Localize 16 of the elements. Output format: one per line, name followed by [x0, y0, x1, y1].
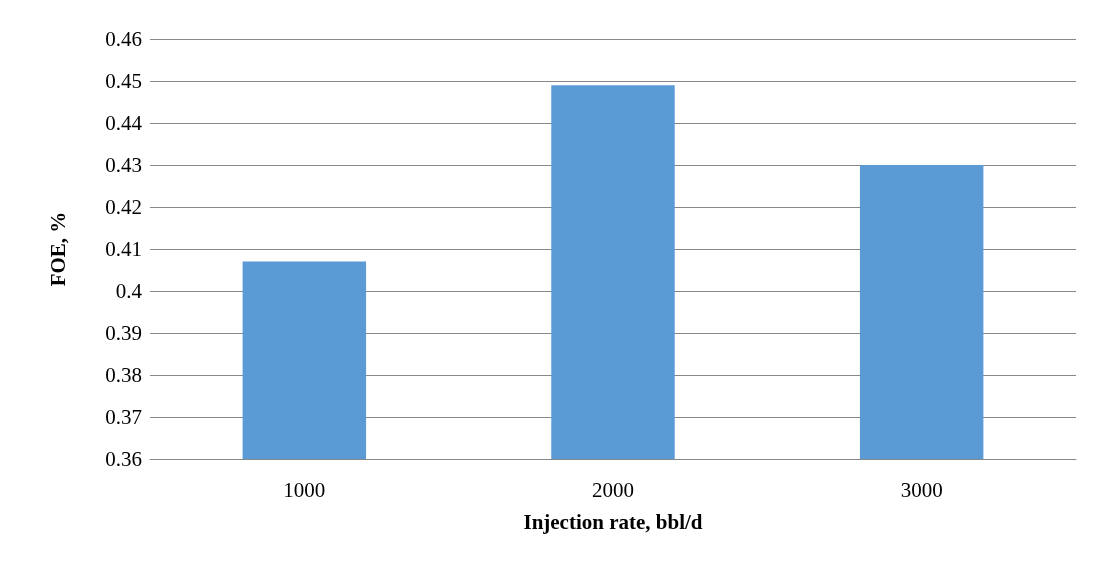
x-axis-title: Injection rate, bbl/d: [523, 509, 703, 534]
y-tick-label: 0.43: [105, 153, 142, 177]
y-tick-label: 0.39: [105, 321, 142, 345]
x-tick-label: 1000: [283, 477, 326, 502]
y-axis-title: FOE, %: [45, 211, 70, 287]
y-tick-label: 0.4: [115, 279, 143, 303]
x-tick-label: 3000: [900, 477, 943, 502]
x-tick-label: 2000: [592, 477, 634, 502]
y-tick-label: 0.42: [105, 195, 142, 219]
y-tick-label: 0.45: [105, 69, 142, 93]
y-tick-label: 0.44: [105, 111, 143, 135]
y-tick-label: 0.46: [105, 27, 142, 51]
y-tick-label: 0.41: [105, 237, 142, 261]
y-tick-label: 0.36: [105, 447, 142, 471]
y-tick-label: 0.38: [105, 363, 142, 387]
y-tick-label: 0.37: [105, 405, 142, 429]
